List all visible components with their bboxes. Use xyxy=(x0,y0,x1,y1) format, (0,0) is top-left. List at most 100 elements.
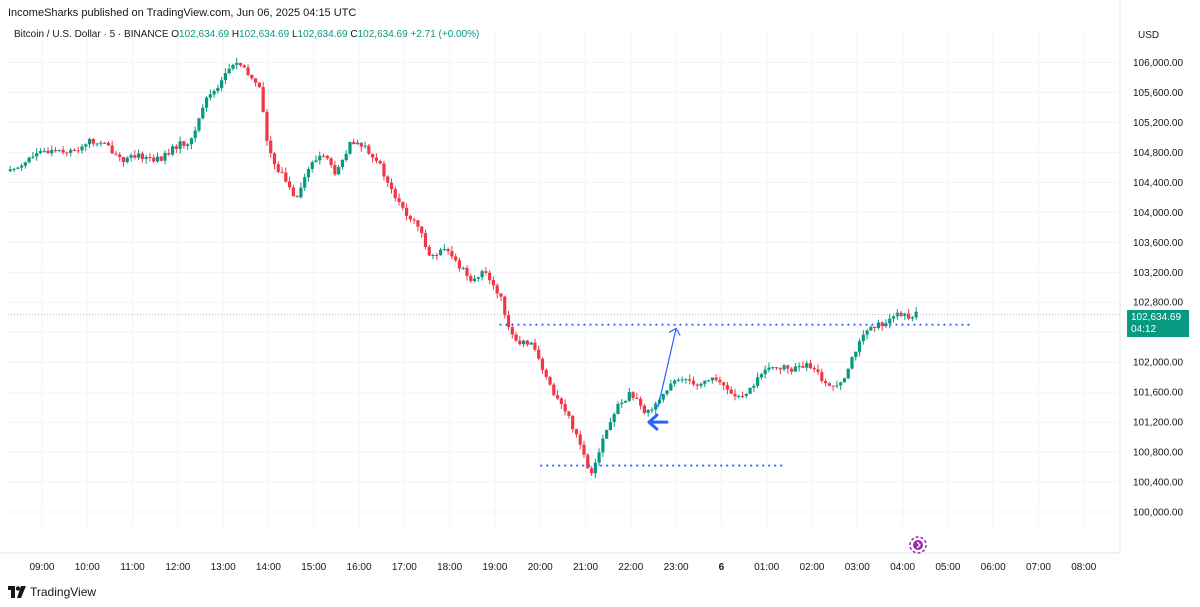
candle-body xyxy=(654,403,658,410)
candle-body xyxy=(631,392,635,398)
candle-body xyxy=(756,377,760,386)
candle-body xyxy=(254,78,258,83)
candle-body xyxy=(238,62,243,66)
candle-body xyxy=(899,312,903,316)
high-value: 102,634.69 xyxy=(239,29,290,40)
candle-body xyxy=(680,379,684,381)
x-tick-label: 13:00 xyxy=(211,562,236,573)
candle-body xyxy=(404,207,409,216)
x-tick-label: 03:00 xyxy=(845,562,870,573)
candle-body xyxy=(571,415,575,430)
candle-body xyxy=(737,395,741,397)
candle-body xyxy=(446,248,450,252)
candlestick-series xyxy=(8,57,918,479)
y-tick-label: 103,200.00 xyxy=(1133,268,1183,279)
candle-body xyxy=(291,187,295,197)
candle-body xyxy=(280,171,284,173)
x-tick-label: 06:00 xyxy=(981,562,1006,573)
candle-body xyxy=(393,189,397,199)
x-tick-label: 16:00 xyxy=(347,562,372,573)
candle-body xyxy=(212,91,216,95)
candle-body xyxy=(752,385,756,388)
y-tick-label: 105,200.00 xyxy=(1133,118,1183,129)
candle-body xyxy=(472,278,477,282)
candle-body xyxy=(695,384,699,386)
y-tick-label: 104,000.00 xyxy=(1133,208,1183,219)
candle-body xyxy=(220,80,224,88)
currency-label[interactable]: USD xyxy=(1138,30,1160,41)
candle-body xyxy=(635,397,639,399)
candle-body xyxy=(729,389,733,394)
candle-body xyxy=(555,395,560,399)
candle-body xyxy=(661,393,665,400)
candle-body xyxy=(76,150,80,152)
candle-body xyxy=(114,153,118,155)
y-tick-label: 105,600.00 xyxy=(1133,88,1183,99)
candle-body xyxy=(578,434,582,445)
close-value: 102,634.69 xyxy=(357,29,408,40)
x-tick-label: 02:00 xyxy=(799,562,824,573)
x-tick-label: 10:00 xyxy=(75,562,100,573)
candle-body xyxy=(401,202,405,208)
candle-body xyxy=(869,326,873,331)
candle-body xyxy=(450,251,454,257)
candle-body xyxy=(12,168,16,170)
candle-body xyxy=(133,155,137,158)
candle-body xyxy=(669,383,673,391)
y-tick-label: 102,000.00 xyxy=(1133,358,1183,369)
candle-body xyxy=(427,247,431,256)
candle-body xyxy=(265,112,269,141)
candle-body xyxy=(759,374,764,378)
low-label: L xyxy=(291,29,298,40)
candle-body xyxy=(725,385,730,390)
candle-body xyxy=(861,334,865,342)
candle-body xyxy=(148,156,152,158)
candle-body xyxy=(416,220,420,227)
candle-body xyxy=(820,372,824,382)
x-tick-label: 22:00 xyxy=(618,562,643,573)
drawing-annotations xyxy=(8,314,1120,467)
candle-body xyxy=(540,358,545,370)
candle-body xyxy=(586,454,590,469)
x-tick-label: 6 xyxy=(719,562,725,573)
candle-body xyxy=(216,87,220,92)
candle-body xyxy=(246,67,250,75)
candle-body xyxy=(435,255,439,257)
replay-icon[interactable] xyxy=(909,536,927,554)
candle-body xyxy=(186,144,190,146)
candle-body xyxy=(914,311,918,318)
candle-body xyxy=(333,165,337,175)
candle-body xyxy=(907,313,911,319)
projection-arrow-head xyxy=(668,327,681,336)
candle-body xyxy=(850,357,854,369)
candle-body xyxy=(144,156,148,160)
candle-body xyxy=(718,379,722,383)
candle-body xyxy=(884,323,888,327)
price-axis[interactable]: 106,000.00 105,600.00 105,200.00 104,800.00… xyxy=(1133,58,1183,519)
candle-body xyxy=(846,368,850,379)
countdown-timer: 04:12 xyxy=(1131,324,1157,335)
candle-body xyxy=(842,378,847,383)
candle-body xyxy=(790,368,794,372)
candle-body xyxy=(57,149,61,151)
candle-body xyxy=(457,260,462,269)
time-axis[interactable]: 09:00 10:00 11:00 12:00 13:00 14:00 15:00 16:00… xyxy=(29,562,1096,573)
x-tick-label: 21:00 xyxy=(573,562,598,573)
candle-body xyxy=(563,403,567,412)
candle-body xyxy=(525,340,529,345)
candle-body xyxy=(337,167,341,175)
candle-body xyxy=(491,280,496,286)
footer-brand[interactable]: TradingView xyxy=(8,585,96,599)
candle-body xyxy=(903,313,907,316)
x-tick-label: 15:00 xyxy=(301,562,326,573)
symbol-legend[interactable]: Bitcoin / U.S. Dollar · 5 · BINANCE O102… xyxy=(14,29,479,40)
candle-body xyxy=(672,380,677,384)
x-tick-label: 09:00 xyxy=(29,562,54,573)
candle-body xyxy=(744,393,748,396)
candle-body xyxy=(352,141,356,145)
symbol-title[interactable]: Bitcoin / U.S. Dollar · 5 · BINANCE xyxy=(14,29,169,40)
candle-body xyxy=(295,196,299,198)
candle-body xyxy=(72,149,77,151)
candle-body xyxy=(567,411,571,416)
